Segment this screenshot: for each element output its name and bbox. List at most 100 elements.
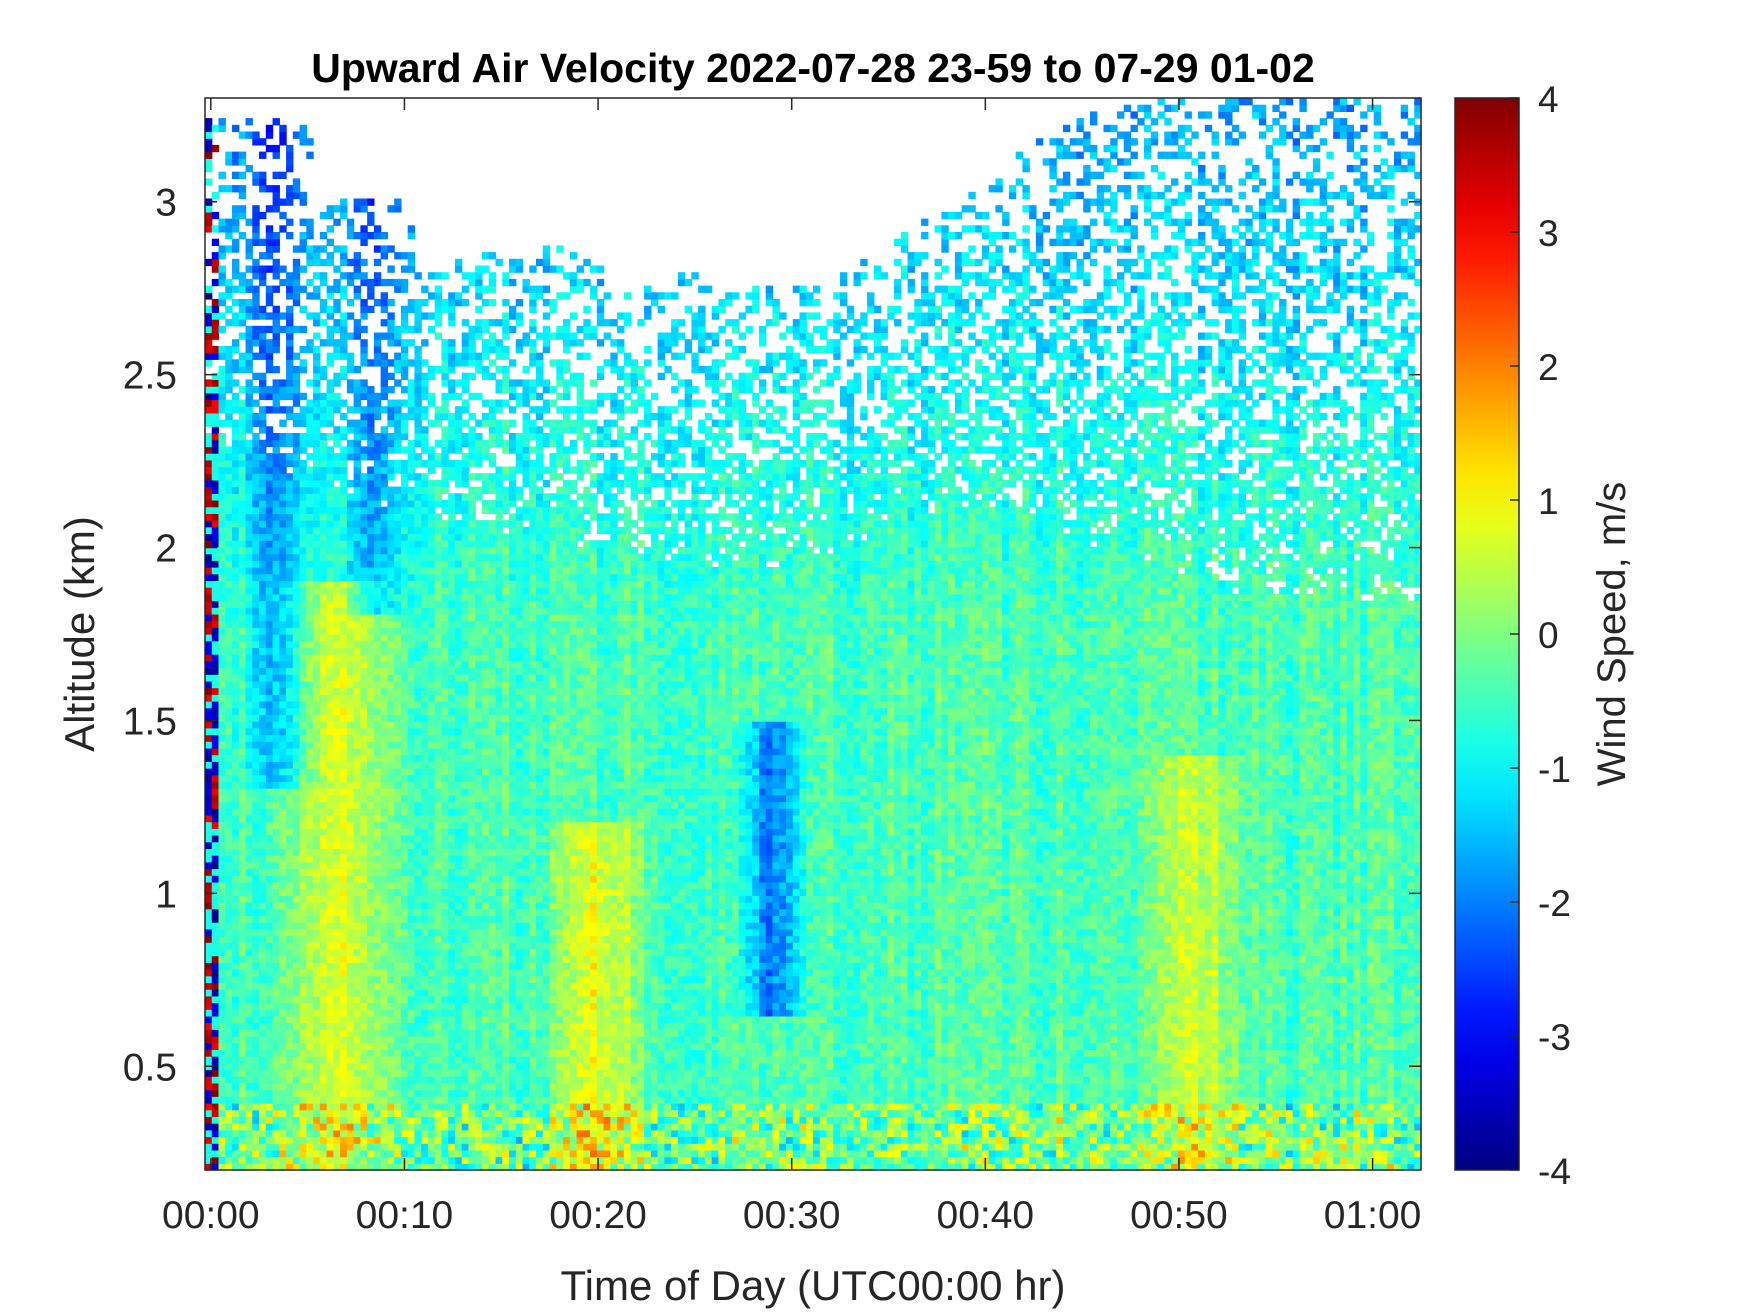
velocity-cell — [205, 795, 212, 802]
velocity-cell — [387, 1049, 394, 1056]
velocity-cell — [252, 882, 259, 889]
velocity-cell — [374, 1130, 381, 1137]
velocity-cell — [360, 962, 367, 969]
velocity-cell — [327, 641, 334, 648]
velocity-cell — [313, 433, 320, 440]
velocity-cell — [421, 1096, 428, 1103]
velocity-cell — [259, 761, 266, 768]
velocity-cell — [354, 915, 361, 922]
velocity-cell — [347, 534, 354, 541]
velocity-cell — [340, 1003, 347, 1010]
velocity-cell — [219, 621, 226, 628]
velocity-cell — [387, 936, 394, 943]
velocity-cell — [394, 634, 401, 641]
velocity-cell — [313, 467, 320, 474]
velocity-cell — [259, 473, 266, 480]
velocity-cell — [300, 788, 307, 795]
velocity-cell — [455, 889, 462, 896]
velocity-cell — [462, 1029, 469, 1036]
velocity-cell — [225, 413, 232, 420]
velocity-cell — [327, 1003, 334, 1010]
velocity-cell — [387, 359, 394, 366]
velocity-cell — [408, 252, 415, 259]
velocity-cell — [320, 748, 327, 755]
velocity-cell — [266, 580, 273, 587]
velocity-cell — [212, 976, 219, 983]
velocity-cell — [327, 815, 334, 822]
velocity-cell — [300, 982, 307, 989]
velocity-cell — [441, 433, 448, 440]
velocity-cell — [394, 520, 401, 527]
velocity-cell — [252, 681, 259, 688]
velocity-cell — [313, 929, 320, 936]
velocity-cell — [448, 1023, 455, 1030]
velocity-cell — [401, 768, 408, 775]
velocity-cell — [354, 621, 361, 628]
velocity-cell — [293, 1083, 300, 1090]
velocity-cell — [408, 855, 415, 862]
velocity-cell — [367, 527, 374, 534]
velocity-cell — [387, 895, 394, 902]
velocity-cell — [205, 326, 212, 333]
velocity-cell — [306, 1076, 313, 1083]
velocity-cell — [448, 507, 455, 514]
velocity-cell — [252, 929, 259, 936]
velocity-cell — [252, 607, 259, 614]
velocity-cell — [360, 500, 367, 507]
velocity-cell — [313, 982, 320, 989]
velocity-cell — [435, 1043, 442, 1050]
velocity-cell — [313, 500, 320, 507]
velocity-cell — [313, 895, 320, 902]
velocity-cell — [381, 601, 388, 608]
velocity-cell — [239, 942, 246, 949]
velocity-cell — [401, 895, 408, 902]
velocity-cell — [225, 219, 232, 226]
velocity-cell — [374, 956, 381, 963]
velocity-cell — [354, 741, 361, 748]
velocity-cell — [387, 788, 394, 795]
velocity-cell — [266, 1123, 273, 1130]
velocity-cell — [448, 560, 455, 567]
velocity-cell — [462, 1043, 469, 1050]
velocity-cell — [273, 312, 280, 319]
velocity-cell — [428, 775, 435, 782]
velocity-cell — [313, 453, 320, 460]
velocity-cell — [414, 775, 421, 782]
velocity-cell — [414, 601, 421, 608]
velocity-cell — [320, 761, 327, 768]
velocity-cell — [421, 1150, 428, 1157]
velocity-cell — [306, 869, 313, 876]
velocity-cell — [381, 607, 388, 614]
velocity-cell — [205, 473, 212, 480]
velocity-cell — [360, 1056, 367, 1063]
velocity-cell — [333, 956, 340, 963]
velocity-cell — [455, 1076, 462, 1083]
velocity-cell — [232, 567, 239, 574]
velocity-cell — [435, 869, 442, 876]
velocity-cell — [293, 627, 300, 634]
velocity-cell — [219, 714, 226, 721]
velocity-cell — [212, 1090, 219, 1097]
velocity-cell — [219, 936, 226, 943]
velocity-cell — [279, 473, 286, 480]
velocity-cell — [367, 286, 374, 293]
velocity-cell — [448, 902, 455, 909]
velocity-cell — [239, 1090, 246, 1097]
velocity-cell — [347, 815, 354, 822]
velocity-cell — [286, 158, 293, 165]
velocity-cell — [286, 949, 293, 956]
velocity-cell — [205, 594, 212, 601]
velocity-cell — [232, 299, 239, 306]
velocity-cell — [347, 614, 354, 621]
velocity-cell — [313, 708, 320, 715]
velocity-cell — [327, 601, 334, 608]
velocity-cell — [441, 855, 448, 862]
velocity-cell — [232, 748, 239, 755]
velocity-cell — [347, 500, 354, 507]
velocity-cell — [320, 1016, 327, 1023]
velocity-cell — [293, 540, 300, 547]
velocity-cell — [333, 755, 340, 762]
velocity-cell — [212, 560, 219, 567]
velocity-cell — [414, 661, 421, 668]
velocity-cell — [205, 165, 212, 172]
